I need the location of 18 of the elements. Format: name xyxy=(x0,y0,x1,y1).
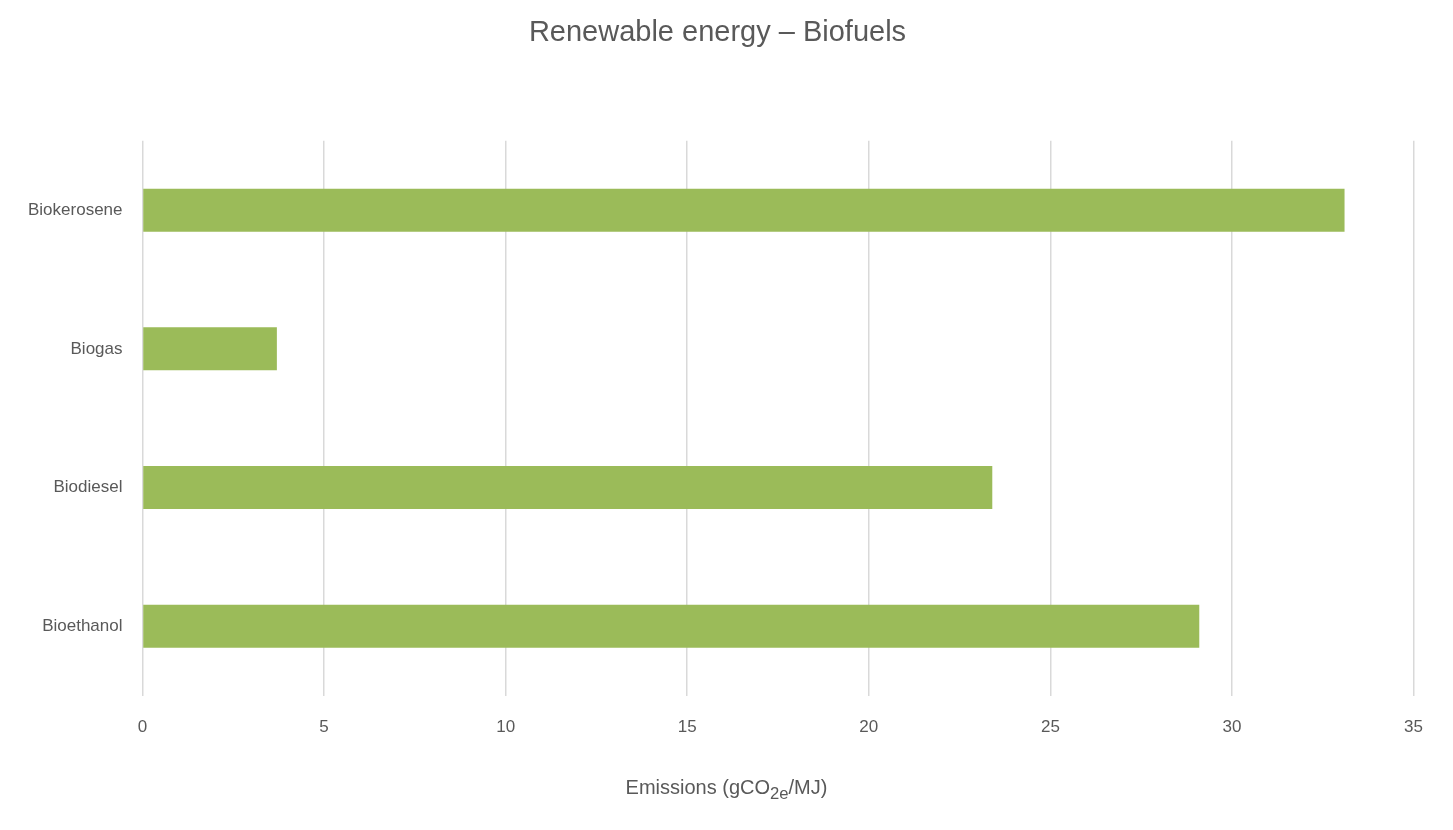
x-tick-label: 25 xyxy=(1040,717,1060,737)
y-tick-label: Biogas xyxy=(70,338,123,358)
x-tick-label: 15 xyxy=(677,717,697,737)
bar xyxy=(143,466,993,510)
y-tick-label: Bioethanol xyxy=(42,615,123,635)
x-tick-label: 5 xyxy=(319,717,329,737)
y-tick-label: Biokerosene xyxy=(27,199,123,219)
x-axis-title: Emissions (gCO$_{2e}$/MJ) xyxy=(624,776,829,804)
bar xyxy=(143,188,1345,232)
y-tick-label: Biodiesel xyxy=(53,477,123,497)
x-tick-label: 35 xyxy=(1404,717,1424,737)
bar xyxy=(143,327,277,371)
chart-title: Renewable energy – Biofuels xyxy=(528,15,907,48)
x-tick-label: 0 xyxy=(137,717,148,737)
x-tick-label: 30 xyxy=(1222,717,1242,737)
x-tick-label: 20 xyxy=(859,717,879,737)
bar xyxy=(143,604,1200,648)
x-tick-label: 10 xyxy=(496,717,516,737)
